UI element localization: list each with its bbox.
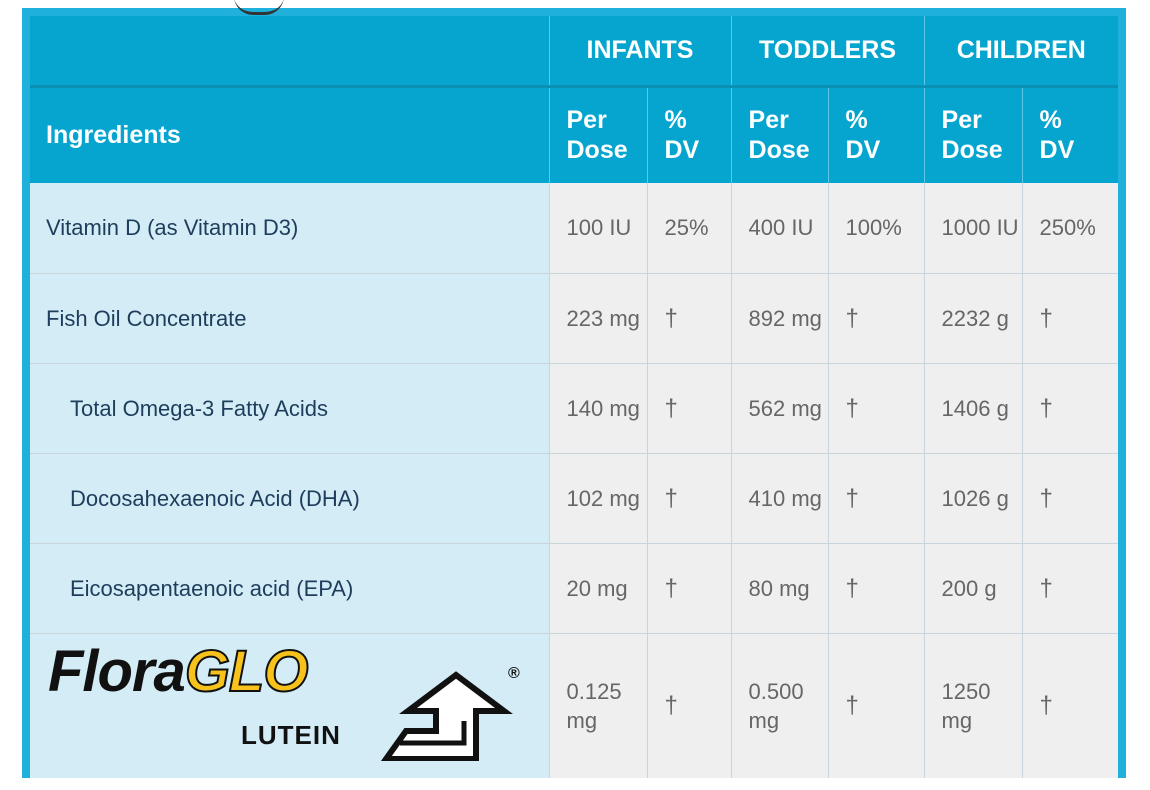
toddlers-dose: 80 mg xyxy=(731,543,829,634)
ingredient-name: Eicosapentaenoic acid (EPA) xyxy=(30,543,550,634)
infants-dv: 25% xyxy=(647,183,732,274)
children-dv: † xyxy=(1022,543,1119,634)
floraglo-lutein-logo-cell: FloraGLO LUTEIN ® xyxy=(30,633,550,778)
children-dose: 2232 g xyxy=(924,273,1023,364)
infants-dose: 140 mg xyxy=(549,363,648,454)
toddlers-dose: 0.500 mg xyxy=(731,633,829,778)
infants-dose: 100 IU xyxy=(549,183,648,274)
infants-per-dose-header: Per Dose xyxy=(549,86,648,183)
group-header-row: INFANTS TODDLERS CHILDREN xyxy=(30,16,1119,88)
cropped-glyph-fragment xyxy=(234,0,284,15)
toddlers-dv: † xyxy=(828,273,925,364)
infants-dv: † xyxy=(647,363,732,454)
children-dose: 1026 g xyxy=(924,453,1023,544)
toddlers-per-dose-header: Per Dose xyxy=(731,86,829,183)
floraglo-lutein-logo: FloraGLO LUTEIN ® xyxy=(46,638,536,761)
table-row: Docosahexaenoic Acid (DHA) 102 mg † 410 … xyxy=(30,453,1119,544)
children-dv: † xyxy=(1022,453,1119,544)
toddlers-dv: † xyxy=(828,453,925,544)
children-per-dose-header: Per Dose xyxy=(924,86,1023,183)
children-dv-header: % DV xyxy=(1022,86,1119,183)
children-dose: 200 g xyxy=(924,543,1023,634)
group-header-empty xyxy=(30,16,550,88)
ingredient-name: Fish Oil Concentrate xyxy=(30,273,550,364)
children-dose: 1250 mg xyxy=(924,633,1023,778)
toddlers-dv: 100% xyxy=(828,183,925,274)
toddlers-dv: † xyxy=(828,363,925,454)
ingredient-name: Vitamin D (as Vitamin D3) xyxy=(30,183,550,274)
infants-dv-header: % DV xyxy=(647,86,732,183)
infants-dose: 223 mg xyxy=(549,273,648,364)
children-dv: † xyxy=(1022,363,1119,454)
children-dv: † xyxy=(1022,633,1119,778)
infants-dose: 0.125 mg xyxy=(549,633,648,778)
ingredient-name: Total Omega-3 Fatty Acids xyxy=(30,363,550,454)
infants-dv: † xyxy=(647,453,732,544)
nutrition-table: INFANTS TODDLERS CHILDREN Ingredients Pe… xyxy=(30,16,1119,778)
toddlers-dv: † xyxy=(828,543,925,634)
infants-dv: † xyxy=(647,273,732,364)
logo-lutein-text: LUTEIN xyxy=(241,719,341,750)
infants-dose: 102 mg xyxy=(549,453,648,544)
registered-mark: ® xyxy=(508,664,520,682)
toddlers-dose: 562 mg xyxy=(731,363,829,454)
infants-dv: † xyxy=(647,543,732,634)
group-children: CHILDREN xyxy=(924,16,1119,88)
table-row: FloraGLO LUTEIN ® 0.125 mg † 0.500 mg † … xyxy=(30,633,1119,778)
table-row: Vitamin D (as Vitamin D3) 100 IU 25% 400… xyxy=(30,183,1119,274)
floraglo-arrow-icon xyxy=(380,671,513,761)
toddlers-dv-header: % DV xyxy=(828,86,925,183)
nutrition-table-frame: INFANTS TODDLERS CHILDREN Ingredients Pe… xyxy=(22,8,1126,778)
group-toddlers: TODDLERS xyxy=(731,16,925,88)
children-dv: 250% xyxy=(1022,183,1119,274)
table-row: Total Omega-3 Fatty Acids 140 mg † 562 m… xyxy=(30,363,1119,454)
infants-dose: 20 mg xyxy=(549,543,648,634)
infants-dv: † xyxy=(647,633,732,778)
table-row: Fish Oil Concentrate 223 mg † 892 mg † 2… xyxy=(30,273,1119,364)
toddlers-dose: 892 mg xyxy=(731,273,829,364)
children-dose: 1406 g xyxy=(924,363,1023,454)
toddlers-dose: 410 mg xyxy=(731,453,829,544)
ingredient-name: Docosahexaenoic Acid (DHA) xyxy=(30,453,550,544)
toddlers-dv: † xyxy=(828,633,925,778)
children-dv: † xyxy=(1022,273,1119,364)
table-row: Eicosapentaenoic acid (EPA) 20 mg † 80 m… xyxy=(30,543,1119,634)
children-dose: 1000 IU xyxy=(924,183,1023,274)
toddlers-dose: 400 IU xyxy=(731,183,829,274)
ingredients-header: Ingredients xyxy=(30,86,550,183)
logo-wordmark: FloraGLO xyxy=(48,638,309,704)
group-infants: INFANTS xyxy=(549,16,732,88)
column-header-row: Ingredients Per Dose % DV Per Dose % DV Per D… xyxy=(30,86,1119,183)
